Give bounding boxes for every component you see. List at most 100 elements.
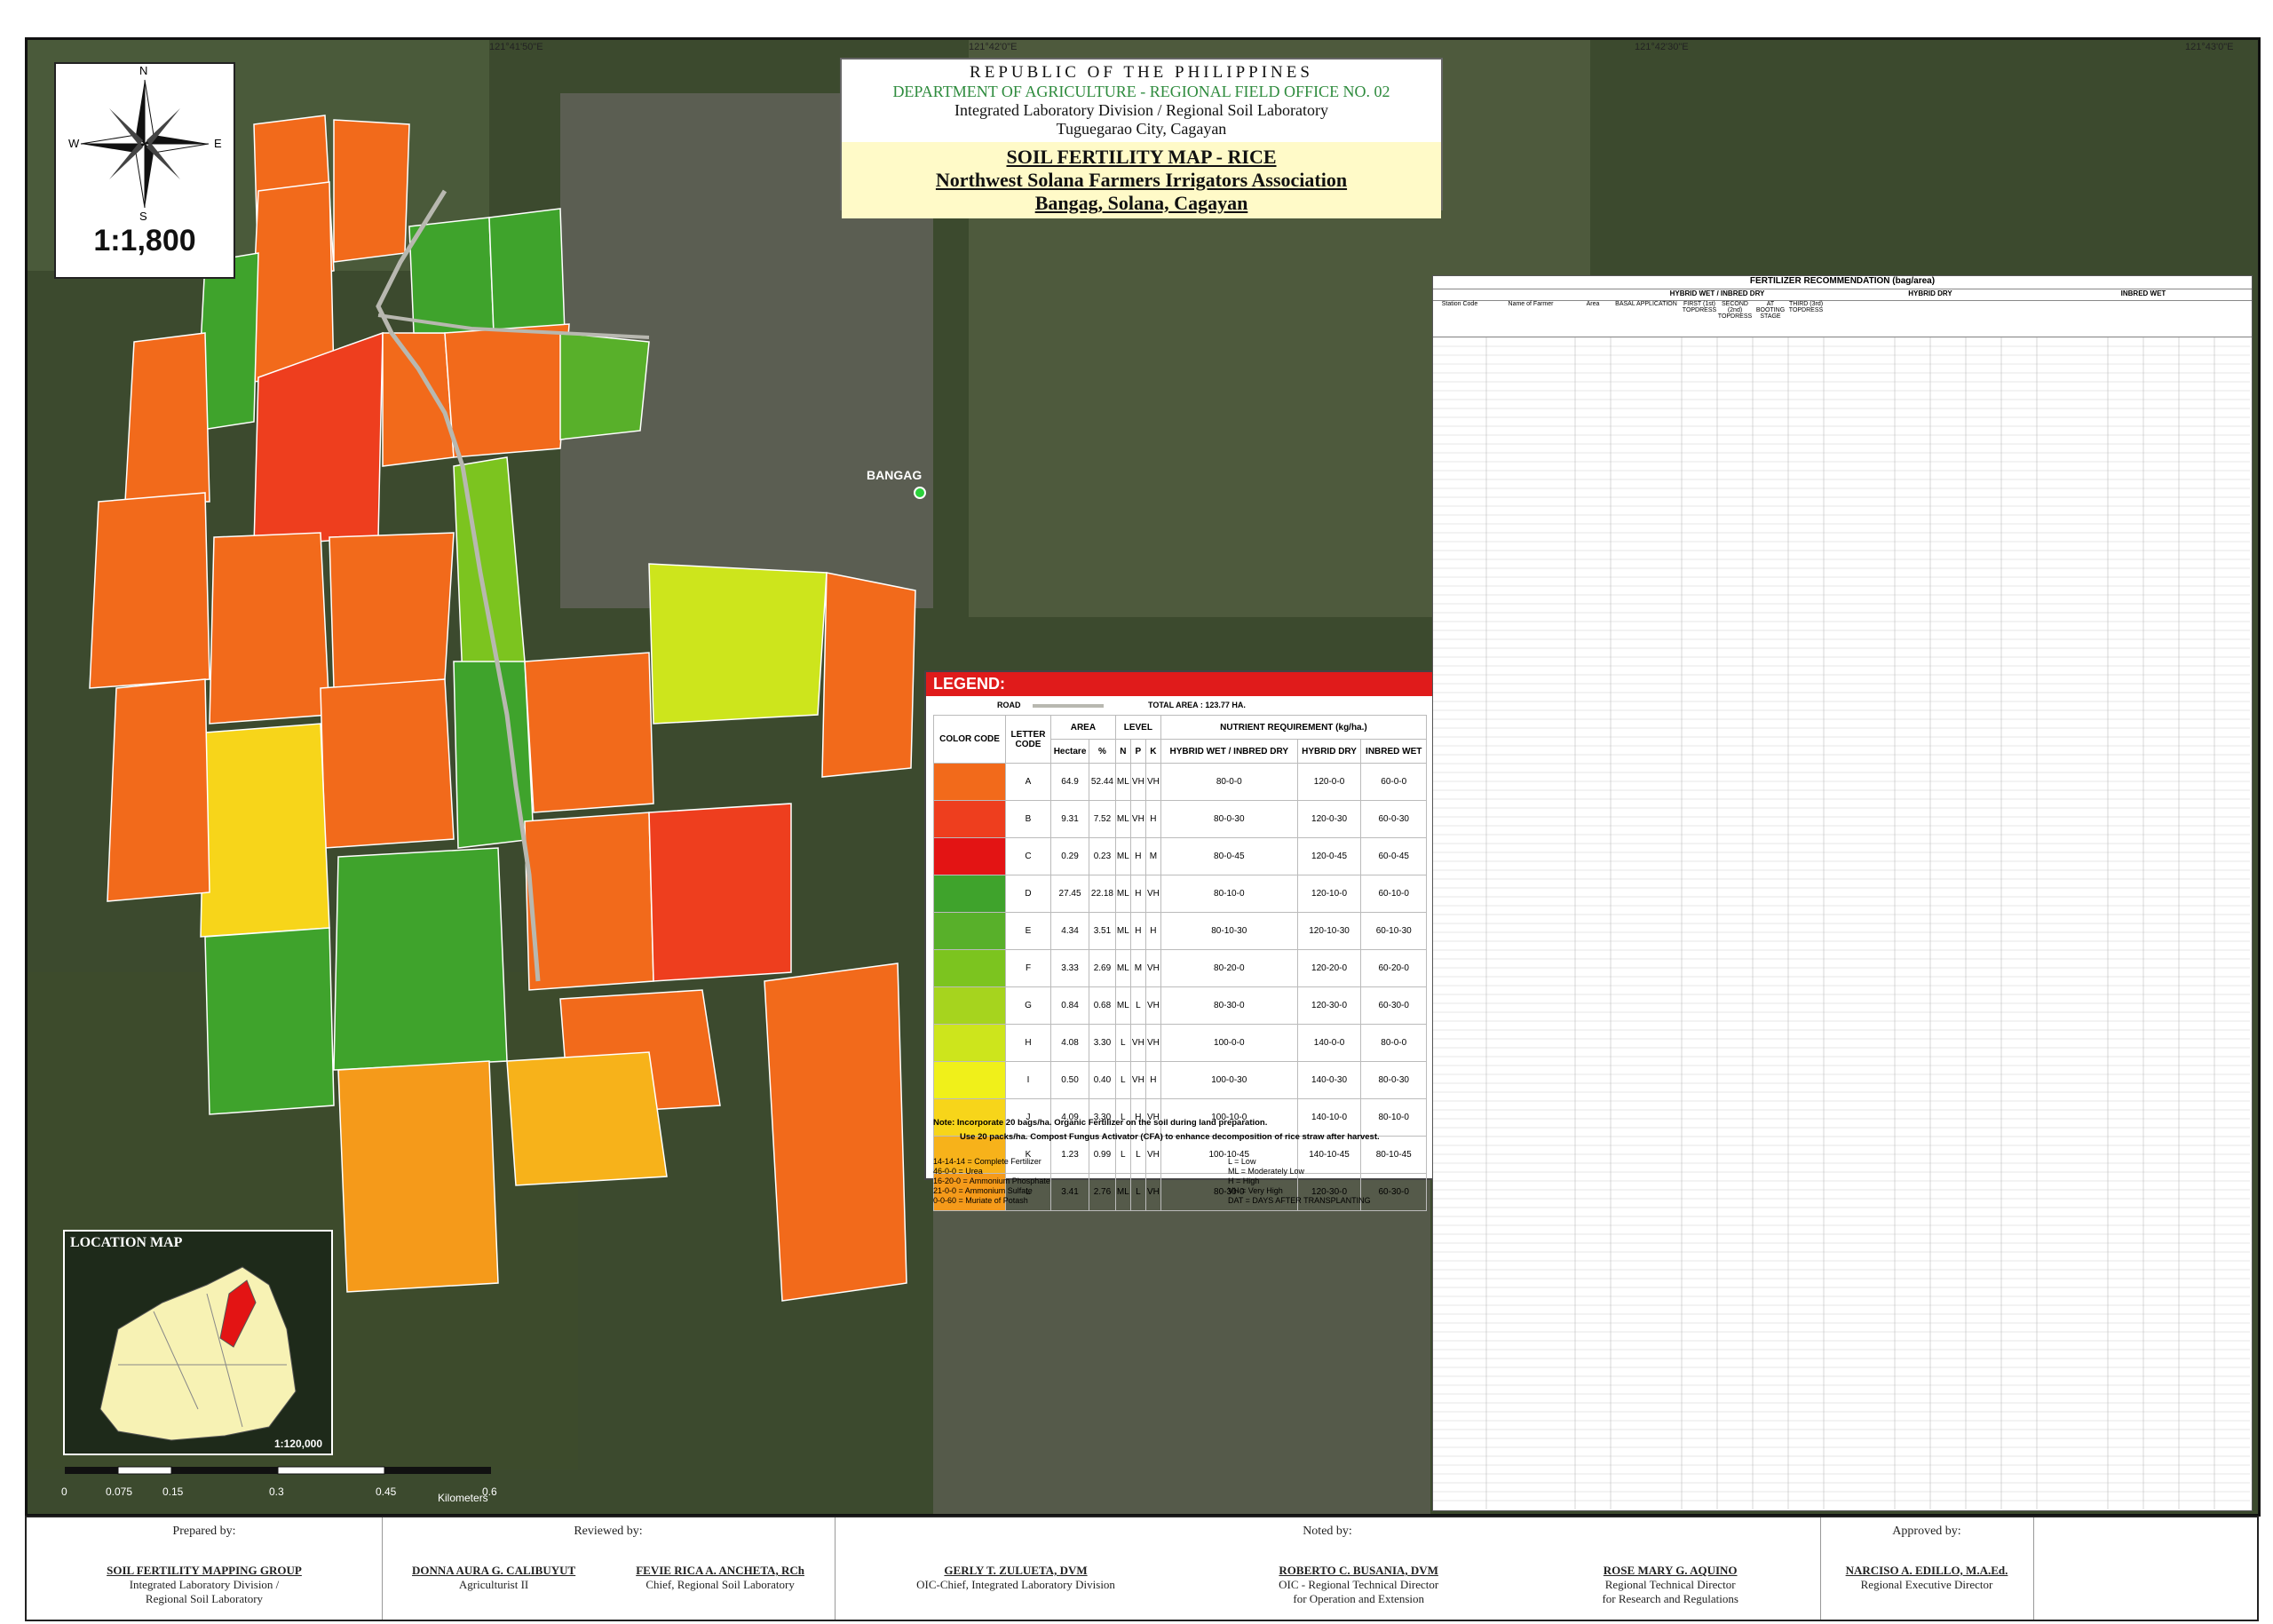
abbr-item: 14-14-14 = Complete Fertilizer [933,1157,1041,1166]
field-parcel [444,323,570,458]
coord-top-4: 121°43'0"E [2185,42,2234,52]
prepared-caption: Prepared by: [172,1525,236,1538]
noter2-name: ROBERTO C. BUSANIA, DVM [1279,1564,1438,1577]
scale-tick: 0.15 [162,1485,184,1498]
legend-hectare: 3.33 [1049,949,1090,987]
field-parcel [107,678,210,902]
legend-note-2: Use 20 packs/ha. Compost Fungus Activato… [960,1132,1380,1142]
field-parcel [648,803,792,982]
legend-hybrid-wet: 80-0-45 [1160,837,1298,875]
legend-hybrid-wet: 100-10-0 [1160,1098,1298,1137]
legend-letter-code: I [1005,1061,1051,1099]
legend-title: LEGEND: [926,672,1434,696]
rec-col: THIRD (3rd) TOPDRESS [1788,301,1824,313]
hdr-k: K [1144,739,1161,764]
field-parcel [249,181,335,383]
legend-swatch [933,1098,1006,1137]
location-map-title: LOCATION MAP [70,1235,183,1250]
legend-k-level: H [1144,912,1161,950]
map-frame: 121°41'50"E 121°42'0"E 121°42'30"E 121°4… [25,37,2261,1517]
legend-hybrid-wet: 80-0-0 [1160,763,1298,801]
legend-hybrid-dry: 140-10-0 [1296,1098,1362,1137]
legend-hybrid-dry: 120-0-45 [1296,837,1362,875]
map-scale: 1:1,800 [93,224,196,257]
legend-n-level: ML [1114,800,1131,838]
location-name: Bangag, Solana, Cagayan [1034,192,1248,214]
legend-k-level: VH [1144,949,1161,987]
scale-tick: 0.3 [269,1485,284,1498]
field-parcel [506,1051,668,1186]
map-title: SOIL FERTILITY MAP - RICE [1006,146,1277,168]
hdr-area: AREA [1050,715,1116,740]
legend-p-level: VH [1129,1024,1146,1062]
legend-inbred-wet: 60-20-0 [1360,949,1427,987]
noted-caption: Noted by: [1303,1525,1352,1538]
legend-p-level: L [1129,1173,1146,1211]
field-parcel [524,812,654,991]
legend-pct: 0.68 [1089,986,1116,1025]
legend-row: L 3.41 2.76 ML L VH 80-30-0 120-30-0 60-30-0 [933,1173,1427,1211]
legend-road-label: ROAD [997,701,1021,709]
rec-group: HYBRID WET / INBRED DRY [1669,289,1765,297]
legend-hybrid-dry: 140-0-0 [1296,1024,1362,1062]
scale-bar-graphic [65,1466,491,1475]
field-parcel [320,678,455,849]
legend-k-level: VH [1144,1136,1161,1174]
hdr-level: LEVEL [1114,715,1161,740]
legend-hybrid-dry: 120-10-0 [1296,875,1362,913]
reviewer2-role: Chief, Regional Soil Laboratory [645,1578,795,1591]
reviewed-caption: Reviewed by: [574,1525,643,1538]
legend-inbred-wet: 60-0-0 [1360,763,1427,801]
legend-row: G 0.84 0.68 ML L VH 80-30-0 120-30-0 60-30-0 [933,986,1427,1025]
field-parcel [333,847,508,1071]
noted-by: Noted by: GERLY T. ZULUETA, DVM OIC-Chief… [835,1517,1821,1620]
legend-k-level: H [1144,800,1161,838]
legend-hectare: 9.31 [1049,800,1090,838]
legend-letter-code: A [1005,763,1051,801]
legend-p-level: H [1129,875,1146,913]
legend-hybrid-dry: 120-0-30 [1296,800,1362,838]
field-parcel [488,208,566,334]
legend-hybrid-dry: 120-20-0 [1296,949,1362,987]
rec-col: FIRST (1st) TOPDRESS [1682,301,1717,313]
reviewer1-name: DONNA AURA G. CALIBUYUT [412,1564,576,1577]
legend-hectare: 0.50 [1049,1061,1090,1099]
field-parcel [209,532,330,725]
legend-pct: 0.99 [1089,1136,1116,1174]
legend-swatch [933,1024,1006,1062]
north-arrow-icon [80,79,210,209]
field-parcel [382,332,455,467]
hdr-n: N [1114,739,1131,764]
rec-title: FERTILIZER RECOMMENDATION (bag/area) [1433,276,2252,289]
coord-top-3: 121°42'30"E [1635,42,1689,52]
legend-swatch [933,949,1006,987]
legend-p-level: VH [1129,763,1146,801]
legend-k-level: VH [1144,986,1161,1025]
noter1-role: OIC-Chief, Integrated Laboratory Divisio… [916,1578,1115,1591]
legend-row: B 9.31 7.52 ML VH H 80-0-30 120-0-30 60-0-30 [933,800,1427,838]
legend-letter-code: B [1005,800,1051,838]
legend-hybrid-dry: 120-10-30 [1296,912,1362,950]
legend-k-level: M [1144,837,1161,875]
legend-hybrid-dry: 120-30-0 [1296,1173,1362,1211]
field-parcel [524,652,654,813]
legend-k-level: VH [1144,763,1161,801]
prepared-role2: Regional Soil Laboratory [145,1592,264,1605]
legend-inbred-wet: 60-10-0 [1360,875,1427,913]
title-line3: Integrated Laboratory Division / Regiona… [954,101,1328,119]
legend-pct: 0.23 [1089,837,1116,875]
abbr-right: L = Low ML = Moderately Low H = High VH … [1228,1157,1371,1206]
legend-hybrid-wet: 100-0-0 [1160,1024,1298,1062]
legend-hectare: 0.84 [1049,986,1090,1025]
approved-caption: Approved by: [1892,1525,1961,1538]
field-parcel [559,332,650,440]
field-parcel [329,532,455,689]
rec-col: BASAL APPLICATION [1615,301,1677,307]
coord-top-2: 121°42'0"E [969,42,1018,52]
association-name: Northwest Solana Farmers Irrigators Asso… [935,169,1348,191]
legend-row: A 64.9 52.44 ML VH VH 80-0-0 120-0-0 60-0-0 [933,763,1427,801]
legend-hybrid-dry: 120-0-0 [1296,763,1362,801]
scale-tick: 0.6 [482,1485,497,1498]
rec-group: HYBRID DRY [1908,289,1952,297]
title-band: SOIL FERTILITY MAP - RICE Northwest Sola… [842,142,1441,218]
